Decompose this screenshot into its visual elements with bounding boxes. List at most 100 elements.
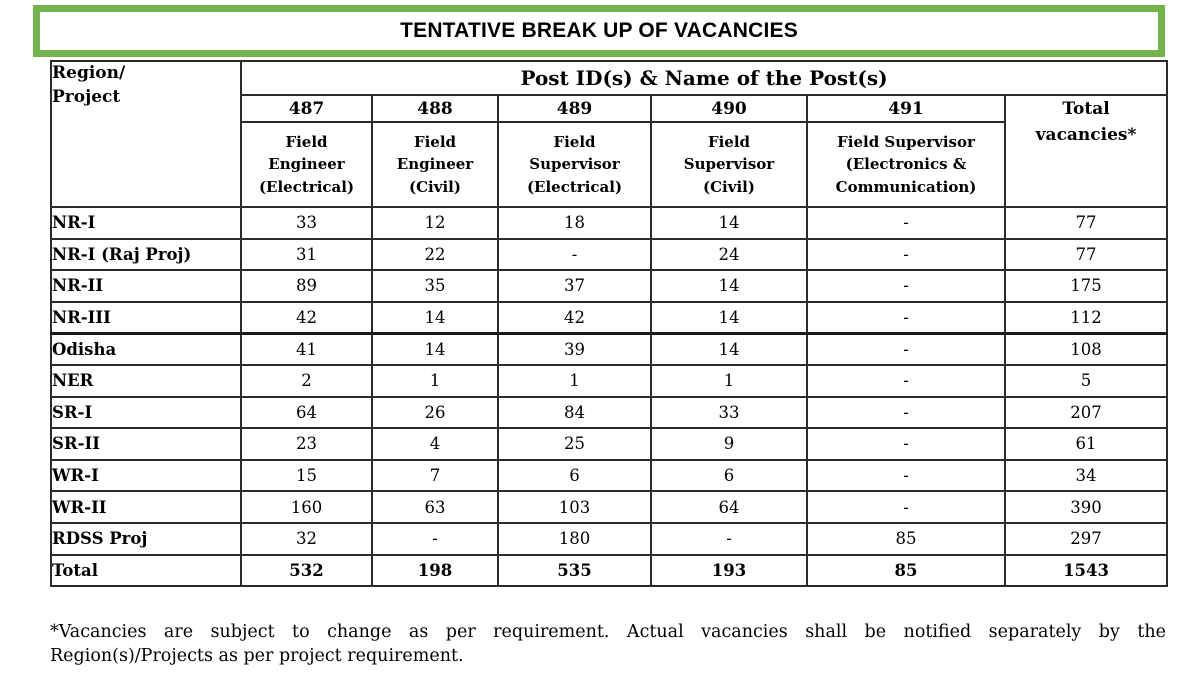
value-cell: - — [806, 458, 1006, 493]
post-name-490-header: Field Supervisor (Civil) — [650, 121, 808, 208]
value-cell: 77 — [1003, 206, 1169, 240]
table-row: Odisha 41 14 39 14-108 — [50, 331, 1169, 366]
value-cell: 532 — [240, 553, 373, 588]
row-label: Odisha — [50, 331, 242, 366]
row-label: WR-I — [50, 458, 242, 493]
table-row: SR-I 64 26 84 33-207 — [50, 395, 1169, 430]
value-cell: 193 — [650, 553, 808, 588]
header-row-2: 487 488 489 490 491 Total vacancies* — [51, 94, 1169, 208]
value-cell: 24 — [650, 237, 808, 272]
value-cell: 14 — [371, 331, 499, 366]
row-label: Total — [50, 553, 242, 588]
row-label: SR-I — [50, 395, 242, 430]
post-id-489-header: 489 — [497, 94, 652, 123]
value-cell: 5 — [1003, 363, 1169, 398]
post-name-491-header: Field Supervisor (Electronics & Communic… — [806, 121, 1006, 208]
value-cell: 103 — [497, 490, 652, 524]
value-cell: 64 — [240, 395, 373, 430]
post-id-488-header: 488 — [371, 94, 499, 123]
row-label: SR-II — [50, 427, 242, 461]
value-cell: - — [806, 269, 1006, 303]
post-name-487-header: Field Engineer (Electrical) — [240, 121, 373, 208]
footnote-line-2: Region(s)/Projects as per project requir… — [50, 645, 464, 666]
value-cell: 14 — [371, 300, 499, 335]
value-cell: 85 — [806, 521, 1006, 556]
table-row: NR-II 89 35 37 14-175 — [50, 269, 1169, 303]
value-cell: 63 — [371, 490, 499, 524]
value-cell: 64 — [650, 490, 808, 524]
value-cell: 535 — [497, 553, 652, 588]
value-cell: - — [806, 300, 1006, 335]
post-ids-header: Post ID(s) & Name of the Post(s) — [239, 60, 1169, 96]
value-cell: 14 — [650, 331, 808, 366]
value-cell: 31 — [240, 237, 373, 272]
row-label: RDSS Proj — [50, 521, 242, 556]
table-row: NR-I 33 12 18 14-77 — [50, 206, 1169, 240]
value-cell: 37 — [497, 269, 652, 303]
value-cell: 6 — [497, 458, 652, 493]
page-title: TENTATIVE BREAK UP OF VACANCIES — [400, 19, 798, 42]
header-row-1: Region/ Project Post ID(s) & Name of the… — [50, 60, 1169, 208]
value-cell: 42 — [240, 300, 373, 335]
value-cell: 9 — [650, 427, 808, 461]
post-id-490-header: 490 — [650, 94, 808, 123]
table-row: RDSS Proj 32-180-85 297 — [50, 521, 1169, 556]
value-cell: 7 — [371, 458, 499, 493]
value-cell: 198 — [371, 553, 499, 588]
value-cell: 32 — [240, 521, 373, 556]
footnote-line-1: *Vacancies are subject to change as per … — [50, 622, 1166, 642]
total-row: Total 532 198 535 193 85 1543 — [50, 553, 1169, 588]
value-cell: 12 — [371, 206, 499, 240]
post-name-489-header: Field Supervisor (Electrical) — [497, 121, 652, 208]
value-cell: - — [806, 237, 1006, 272]
table-row: SR-II 23 4 25 9-61 — [50, 427, 1169, 461]
table-header: Region/ Project Post ID(s) & Name of the… — [50, 60, 1169, 208]
value-cell: 14 — [650, 300, 808, 335]
value-cell: 14 — [650, 206, 808, 240]
row-label: NR-III — [50, 300, 242, 335]
value-cell: 35 — [371, 269, 499, 303]
value-cell: 33 — [650, 395, 808, 430]
value-cell: - — [806, 427, 1006, 461]
value-cell: 108 — [1003, 331, 1169, 366]
value-cell: - — [806, 395, 1006, 430]
value-cell: 160 — [240, 490, 373, 524]
row-label: NER — [50, 363, 242, 398]
value-cell: - — [650, 521, 808, 556]
value-cell: 14 — [650, 269, 808, 303]
table-row: NR-I (Raj Proj) 31 22-24-77 — [50, 237, 1169, 272]
post-name-488-header: Field Engineer (Civil) — [371, 121, 499, 208]
value-cell: 175 — [1003, 269, 1169, 303]
value-cell: 26 — [371, 395, 499, 430]
value-cell: - — [497, 237, 652, 272]
region-project-header: Region/ Project — [50, 60, 242, 208]
value-cell: 390 — [1003, 490, 1169, 524]
title-box: TENTATIVE BREAK UP OF VACANCIES — [33, 5, 1165, 57]
row-label: NR-I — [50, 206, 242, 240]
value-cell: 61 — [1003, 427, 1169, 461]
row-label: WR-II — [50, 490, 242, 524]
value-cell: 15 — [240, 458, 373, 493]
value-cell: 1 — [650, 363, 808, 398]
value-cell: 39 — [497, 331, 652, 366]
value-cell: 22 — [371, 237, 499, 272]
row-label: NR-II — [50, 269, 242, 303]
footnote: *Vacancies are subject to change as per … — [50, 621, 1166, 668]
value-cell: 77 — [1003, 237, 1169, 272]
value-cell: - — [806, 363, 1006, 398]
table-row: NR-III 42 14 42 14-112 — [50, 300, 1169, 335]
value-cell: 1 — [371, 363, 499, 398]
vacancy-table-body: NR-I 33 12 18 14-77 NR-I (Raj Proj) 31 22-24-77… — [50, 206, 1169, 588]
value-cell: 1 — [497, 363, 652, 398]
value-cell: 207 — [1003, 395, 1169, 430]
value-cell: - — [806, 331, 1006, 366]
value-cell: 85 — [806, 553, 1006, 588]
value-cell: - — [806, 490, 1006, 524]
value-cell: - — [371, 521, 499, 556]
row-label: NR-I (Raj Proj) — [50, 237, 242, 272]
value-cell: 180 — [497, 521, 652, 556]
value-cell: 297 — [1003, 521, 1169, 556]
value-cell: 33 — [240, 206, 373, 240]
value-cell: 84 — [497, 395, 652, 430]
